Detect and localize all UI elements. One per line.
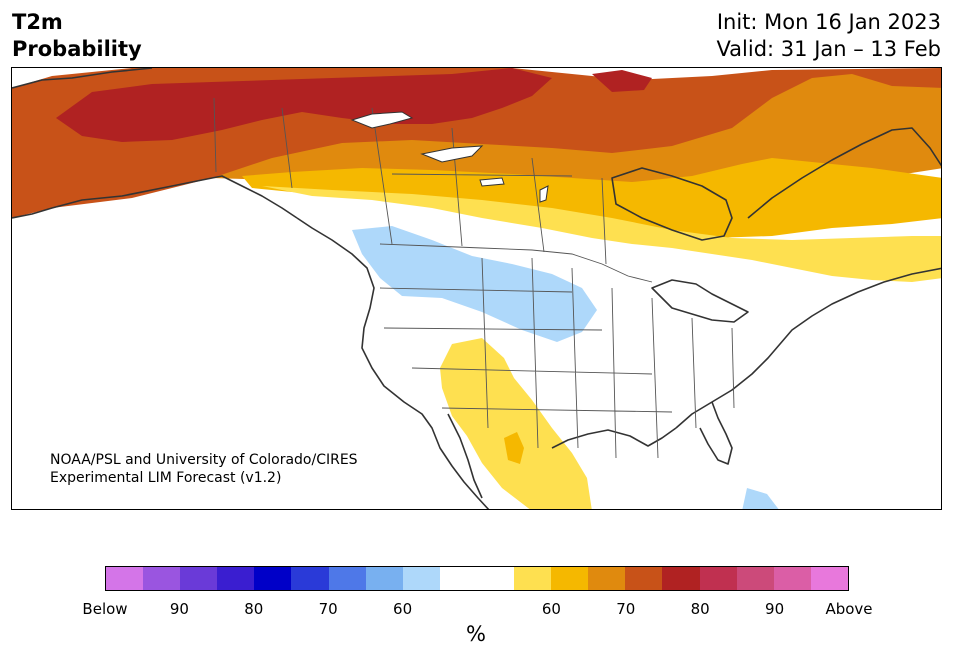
colorbar-segment xyxy=(402,567,440,590)
colorbar-segment xyxy=(810,567,848,590)
state-lines xyxy=(379,257,735,459)
forecast-map: NOAA/PSL and University of Colorado/CIRE… xyxy=(11,67,942,510)
band-below-60-south xyxy=(742,488,779,509)
colorbar-tick: 90 xyxy=(765,600,785,618)
colorbar-tick: Below xyxy=(82,600,128,618)
credit-line2: Experimental LIM Forecast (v1.2) xyxy=(50,470,281,486)
band-above-50-southwest xyxy=(504,432,524,464)
colorbar-unit: % xyxy=(466,622,486,646)
band-below-60 xyxy=(352,226,597,342)
probability-bands xyxy=(12,68,941,509)
colorbar-segment xyxy=(254,567,292,590)
colorbar-segment xyxy=(180,567,218,590)
colorbar-segment xyxy=(773,567,811,590)
great-lakes xyxy=(651,279,749,323)
colorbar-segment xyxy=(476,567,515,590)
colorbar-tick: 60 xyxy=(541,600,561,618)
mexico-gulf-coast xyxy=(551,427,677,449)
great-bear-lake xyxy=(350,111,414,129)
colorbar-segment xyxy=(143,567,181,590)
province-lines xyxy=(281,107,607,265)
product-label: Probability xyxy=(12,37,142,61)
valid-range: Valid: 31 Jan – 13 Feb xyxy=(716,37,941,61)
colorbar-tick: 90 xyxy=(169,600,189,618)
credit-line1: NOAA/PSL and University of Colorado/CIRE… xyxy=(50,452,358,468)
colorbar-segment xyxy=(514,567,552,590)
hudson-bay xyxy=(611,167,733,241)
band-dark-red-east xyxy=(592,70,652,92)
colorbar-segment xyxy=(588,567,626,590)
init-date: Init: Mon 16 Jan 2023 xyxy=(716,10,941,34)
variable-label: T2m xyxy=(12,10,63,34)
probability-colorbar xyxy=(105,566,849,591)
band-above-40 xyxy=(262,186,941,282)
colorbar-segment xyxy=(736,567,774,590)
colorbar-segment xyxy=(662,567,700,590)
colorbar-tick: 70 xyxy=(318,600,338,618)
colorbar-tick: 80 xyxy=(244,600,264,618)
atlantic-coast xyxy=(675,267,941,429)
pacific-coast xyxy=(296,217,490,509)
colorbar-segment xyxy=(328,567,366,590)
colorbar-tick: Above xyxy=(825,600,873,618)
colorbar-segment xyxy=(291,567,329,590)
colorbar-tick: 60 xyxy=(393,600,413,618)
colorbar-segment xyxy=(625,567,663,590)
colorbar-segment xyxy=(439,567,477,590)
baja-coast xyxy=(447,413,483,499)
great-slave-lake xyxy=(420,145,484,163)
forecast-dates: Init: Mon 16 Jan 2023 Valid: 31 Jan – 13… xyxy=(716,9,941,63)
canada-us-border xyxy=(379,243,653,283)
colorbar-segment xyxy=(699,567,737,590)
lakes xyxy=(350,111,549,203)
colorbar-segment xyxy=(106,567,144,590)
band-dark-red xyxy=(56,68,552,142)
colorbar-segment xyxy=(365,567,403,590)
alaska-border xyxy=(213,97,217,173)
map-canvas: NOAA/PSL and University of Colorado/CIRE… xyxy=(12,68,941,509)
colorbar-tick: 80 xyxy=(690,600,710,618)
alaska-coast xyxy=(12,68,298,219)
colorbar-segment xyxy=(217,567,255,590)
map-title: T2m Probability xyxy=(12,9,142,63)
colorbar-tick: 70 xyxy=(616,600,636,618)
borders xyxy=(213,97,735,459)
colorbar-tick-labels: Below 90 80 70 60 60 70 80 90 Above xyxy=(0,600,953,620)
colorbar-segment xyxy=(551,567,589,590)
band-above-40-southwest xyxy=(440,338,592,509)
lake-winnipeg xyxy=(539,185,549,203)
florida xyxy=(699,401,733,465)
lake-athabasca xyxy=(479,177,505,187)
coastlines xyxy=(12,68,941,509)
labrador-coast xyxy=(747,127,941,219)
band-above-50 xyxy=(242,158,941,238)
